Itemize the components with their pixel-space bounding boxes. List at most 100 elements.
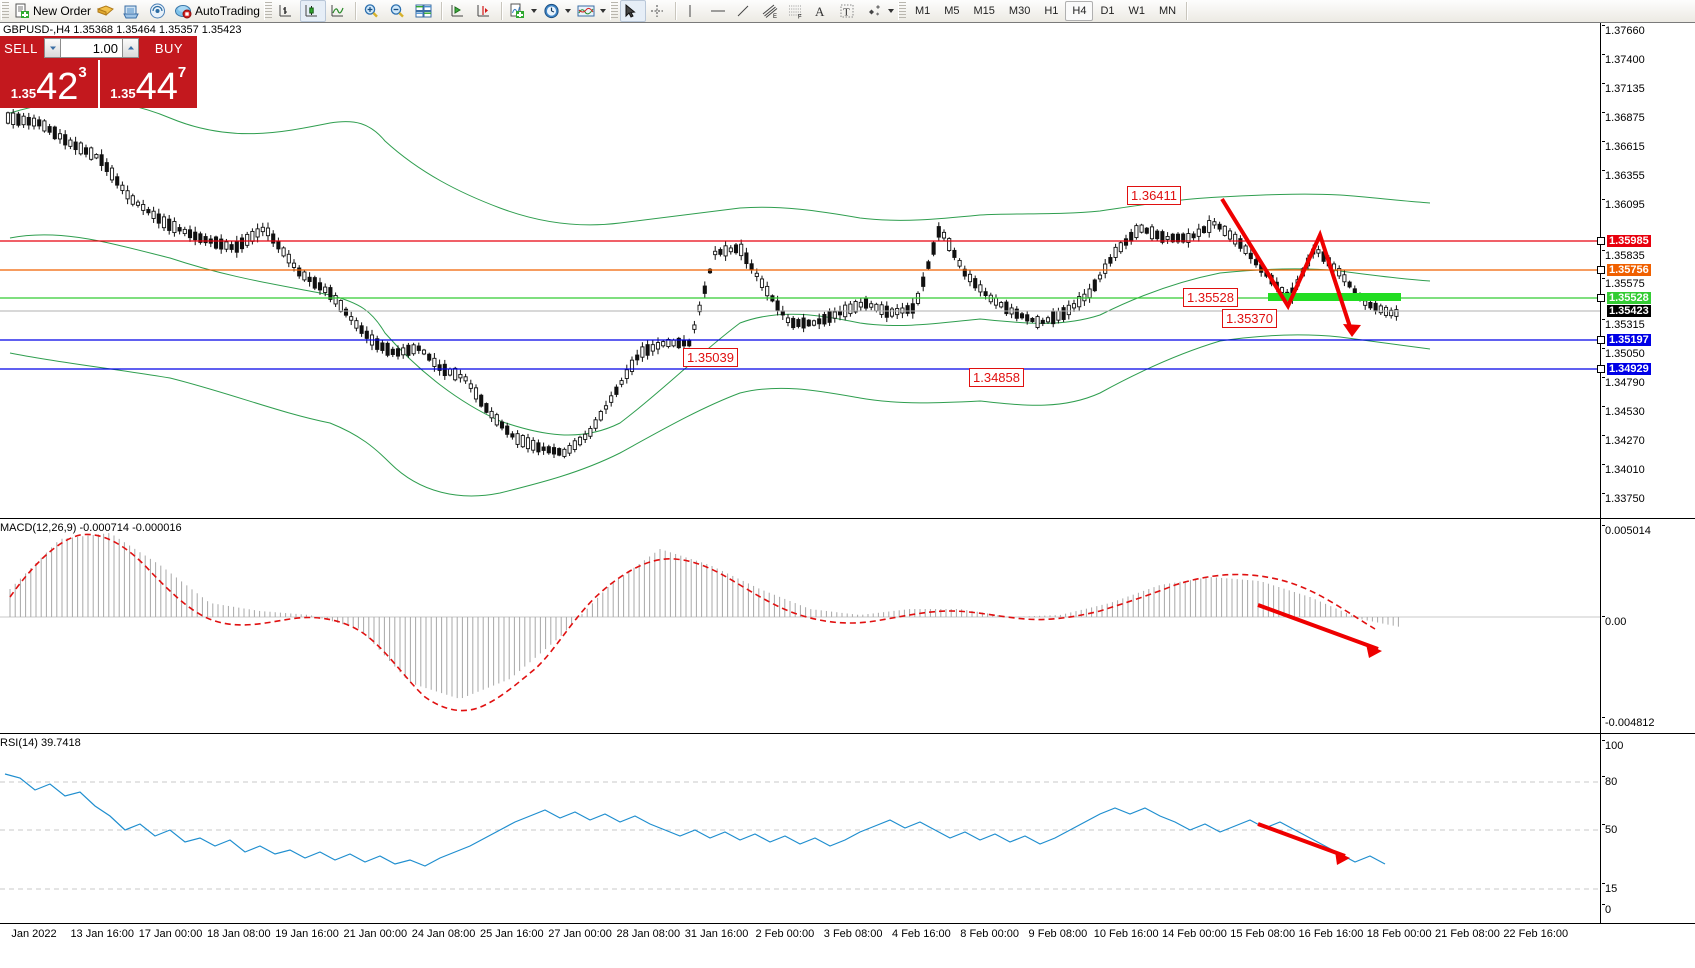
bearish-projection-arrow [1220, 197, 1354, 334]
annotation-136411[interactable]: 1.36411 [1127, 186, 1182, 205]
macd-tick: -0.004812 [1602, 717, 1655, 729]
price-level-label-resistance-2[interactable]: 1.35756 [1607, 264, 1651, 276]
line-handle[interactable] [1597, 336, 1605, 344]
main-toolbar: New Order [0, 0, 1695, 23]
price-level-label-support-1[interactable]: 1.35528 [1607, 292, 1651, 304]
timeframe-h1[interactable]: H1 [1044, 5, 1059, 17]
price-axis[interactable]: 1.37660 1.37400 1.37135 1.36875 1.36615 … [1597, 23, 1695, 518]
zoom-out-button[interactable] [386, 0, 412, 22]
volume-control[interactable]: 1.00 [42, 36, 141, 60]
chart-shift-button[interactable] [446, 0, 472, 22]
rsi-plot[interactable] [0, 734, 1600, 923]
time-axis[interactable]: Jan 2022 13 Jan 16:00 17 Jan 00:00 18 Jan 0… [0, 923, 1695, 968]
price-level-label-support-2[interactable]: 1.35197 [1607, 334, 1651, 346]
new-order-label: New Order [33, 4, 92, 18]
bar-chart-button[interactable] [274, 0, 300, 22]
cursor-button[interactable] [619, 0, 646, 22]
buy-price[interactable]: 1.35 44 7 [99, 60, 197, 108]
clock-icon [543, 3, 560, 19]
svg-text:T: T [843, 7, 850, 19]
text-button[interactable]: A [810, 0, 836, 22]
macd-axis[interactable]: 0.005014 0.00 -0.004812 [1600, 519, 1695, 733]
sell-button[interactable]: SELL [0, 36, 42, 60]
signals-button[interactable] [146, 0, 172, 22]
save-button[interactable] [94, 0, 120, 22]
toolbar-grip-3[interactable] [609, 2, 618, 20]
timeframe-m5[interactable]: M5 [944, 5, 960, 17]
line-handle[interactable] [1597, 266, 1605, 274]
new-order-button[interactable]: New Order [11, 0, 94, 22]
volume-input[interactable]: 1.00 [61, 38, 122, 58]
symbol-ohlc-label: GBPUSD-,H4 1.35368 1.35464 1.35357 1.354… [3, 24, 242, 36]
drawings-dropdown-caret[interactable] [887, 9, 894, 13]
timeframe-m30[interactable]: M30 [1008, 5, 1031, 17]
price-level-label-support-3[interactable]: 1.34929 [1607, 363, 1651, 375]
line-handle[interactable] [1597, 365, 1605, 373]
svg-text:A: A [815, 4, 825, 19]
equidistant-channel-button[interactable]: E [758, 0, 784, 22]
period-dropdown-caret[interactable] [564, 9, 571, 13]
one-click-top-row: SELL 1.00 BUY [0, 36, 197, 60]
line-handle[interactable] [1597, 294, 1605, 302]
timeframe-m1[interactable]: M1 [914, 5, 931, 17]
horizontal-line-button[interactable] [706, 0, 732, 22]
annotation-135528[interactable]: 1.35528 [1183, 288, 1238, 307]
price-level-label-resistance-1[interactable]: 1.35985 [1607, 235, 1651, 247]
indicators-button[interactable] [574, 0, 609, 22]
candlestick-chart-button[interactable] [299, 0, 326, 22]
open-data-folder-button[interactable] [120, 0, 146, 22]
autotrading-label: AutoTrading [195, 4, 260, 18]
toolbar-grip-4[interactable] [897, 2, 906, 20]
trendline-button[interactable] [732, 0, 758, 22]
price-tick: 1.37400 [1602, 54, 1645, 66]
crosshair-button[interactable] [646, 0, 672, 22]
horizontal-line-icon [709, 3, 727, 19]
new-chart-button[interactable] [506, 0, 540, 22]
rsi-axis[interactable]: 100 80 50 15 0 [1600, 734, 1695, 923]
vertical-line-button[interactable] [680, 0, 706, 22]
time-axis-label: 2 Feb 00:00 [755, 928, 815, 940]
price-tick: 1.34010 [1602, 464, 1645, 476]
autotrading-button[interactable]: AutoTrading [172, 0, 263, 22]
price-tick: 1.37660 [1602, 25, 1645, 37]
time-axis-label: Jan 2022 [11, 928, 57, 940]
price-level-label-current[interactable]: 1.35423 [1607, 305, 1651, 317]
rsi-chart-svg [0, 773, 1600, 890]
period-button[interactable] [540, 0, 574, 22]
annotation-135370[interactable]: 1.35370 [1222, 309, 1277, 328]
volume-decrease-button[interactable] [44, 38, 61, 58]
one-click-trading-panel[interactable]: SELL 1.00 BUY 1.35 42 [0, 36, 197, 108]
toolbar-grip-2[interactable] [263, 2, 272, 20]
timeframe-mn[interactable]: MN [1159, 5, 1177, 17]
macd-plot[interactable] [0, 519, 1600, 733]
price-pane[interactable]: GBPUSD-,H4 1.35368 1.35464 1.35357 1.354… [0, 23, 1695, 518]
timeframe-w1[interactable]: W1 [1128, 5, 1146, 17]
price-plot[interactable]: 1.36411 1.35528 1.35370 1.35039 1.34858 [0, 23, 1600, 518]
rsi-pane[interactable]: RSI(14) 39.7418 100 80 50 15 [0, 733, 1695, 923]
bearish-arrow-head [1343, 324, 1361, 337]
zoom-in-button[interactable] [360, 0, 386, 22]
text-label-button[interactable]: T [836, 0, 862, 22]
fibonacci-button[interactable]: F [784, 0, 810, 22]
sell-price[interactable]: 1.35 42 3 [0, 60, 100, 108]
drawings-button[interactable] [862, 0, 897, 22]
annotation-134858[interactable]: 1.34858 [969, 368, 1024, 387]
time-axis-label: 8 Feb 00:00 [960, 928, 1019, 940]
toolbar-grip[interactable] [1, 2, 9, 20]
annotation-135039[interactable]: 1.35039 [683, 348, 738, 367]
chart-area[interactable]: GBPUSD-,H4 1.35368 1.35464 1.35357 1.354… [0, 22, 1695, 968]
line-chart-button[interactable] [326, 0, 352, 22]
tile-windows-button[interactable] [412, 0, 438, 22]
volume-increase-button[interactable] [122, 38, 139, 58]
indicators-dropdown-caret[interactable] [599, 9, 606, 13]
time-axis-label: 21 Feb 08:00 [1435, 928, 1500, 940]
auto-scroll-button[interactable] [472, 0, 498, 22]
timeframe-m15[interactable]: M15 [973, 5, 995, 17]
timeframe-d1[interactable]: D1 [1100, 5, 1115, 17]
macd-pane[interactable]: MACD(12,26,9) -0.000714 -0.000016 0.0050… [0, 518, 1695, 733]
time-axis-label: 18 Feb 00:00 [1366, 928, 1432, 940]
new-chart-dropdown-caret[interactable] [530, 9, 537, 13]
timeframe-h4[interactable]: H4 [1065, 1, 1094, 21]
buy-button[interactable]: BUY [141, 36, 197, 60]
line-handle[interactable] [1597, 237, 1605, 245]
